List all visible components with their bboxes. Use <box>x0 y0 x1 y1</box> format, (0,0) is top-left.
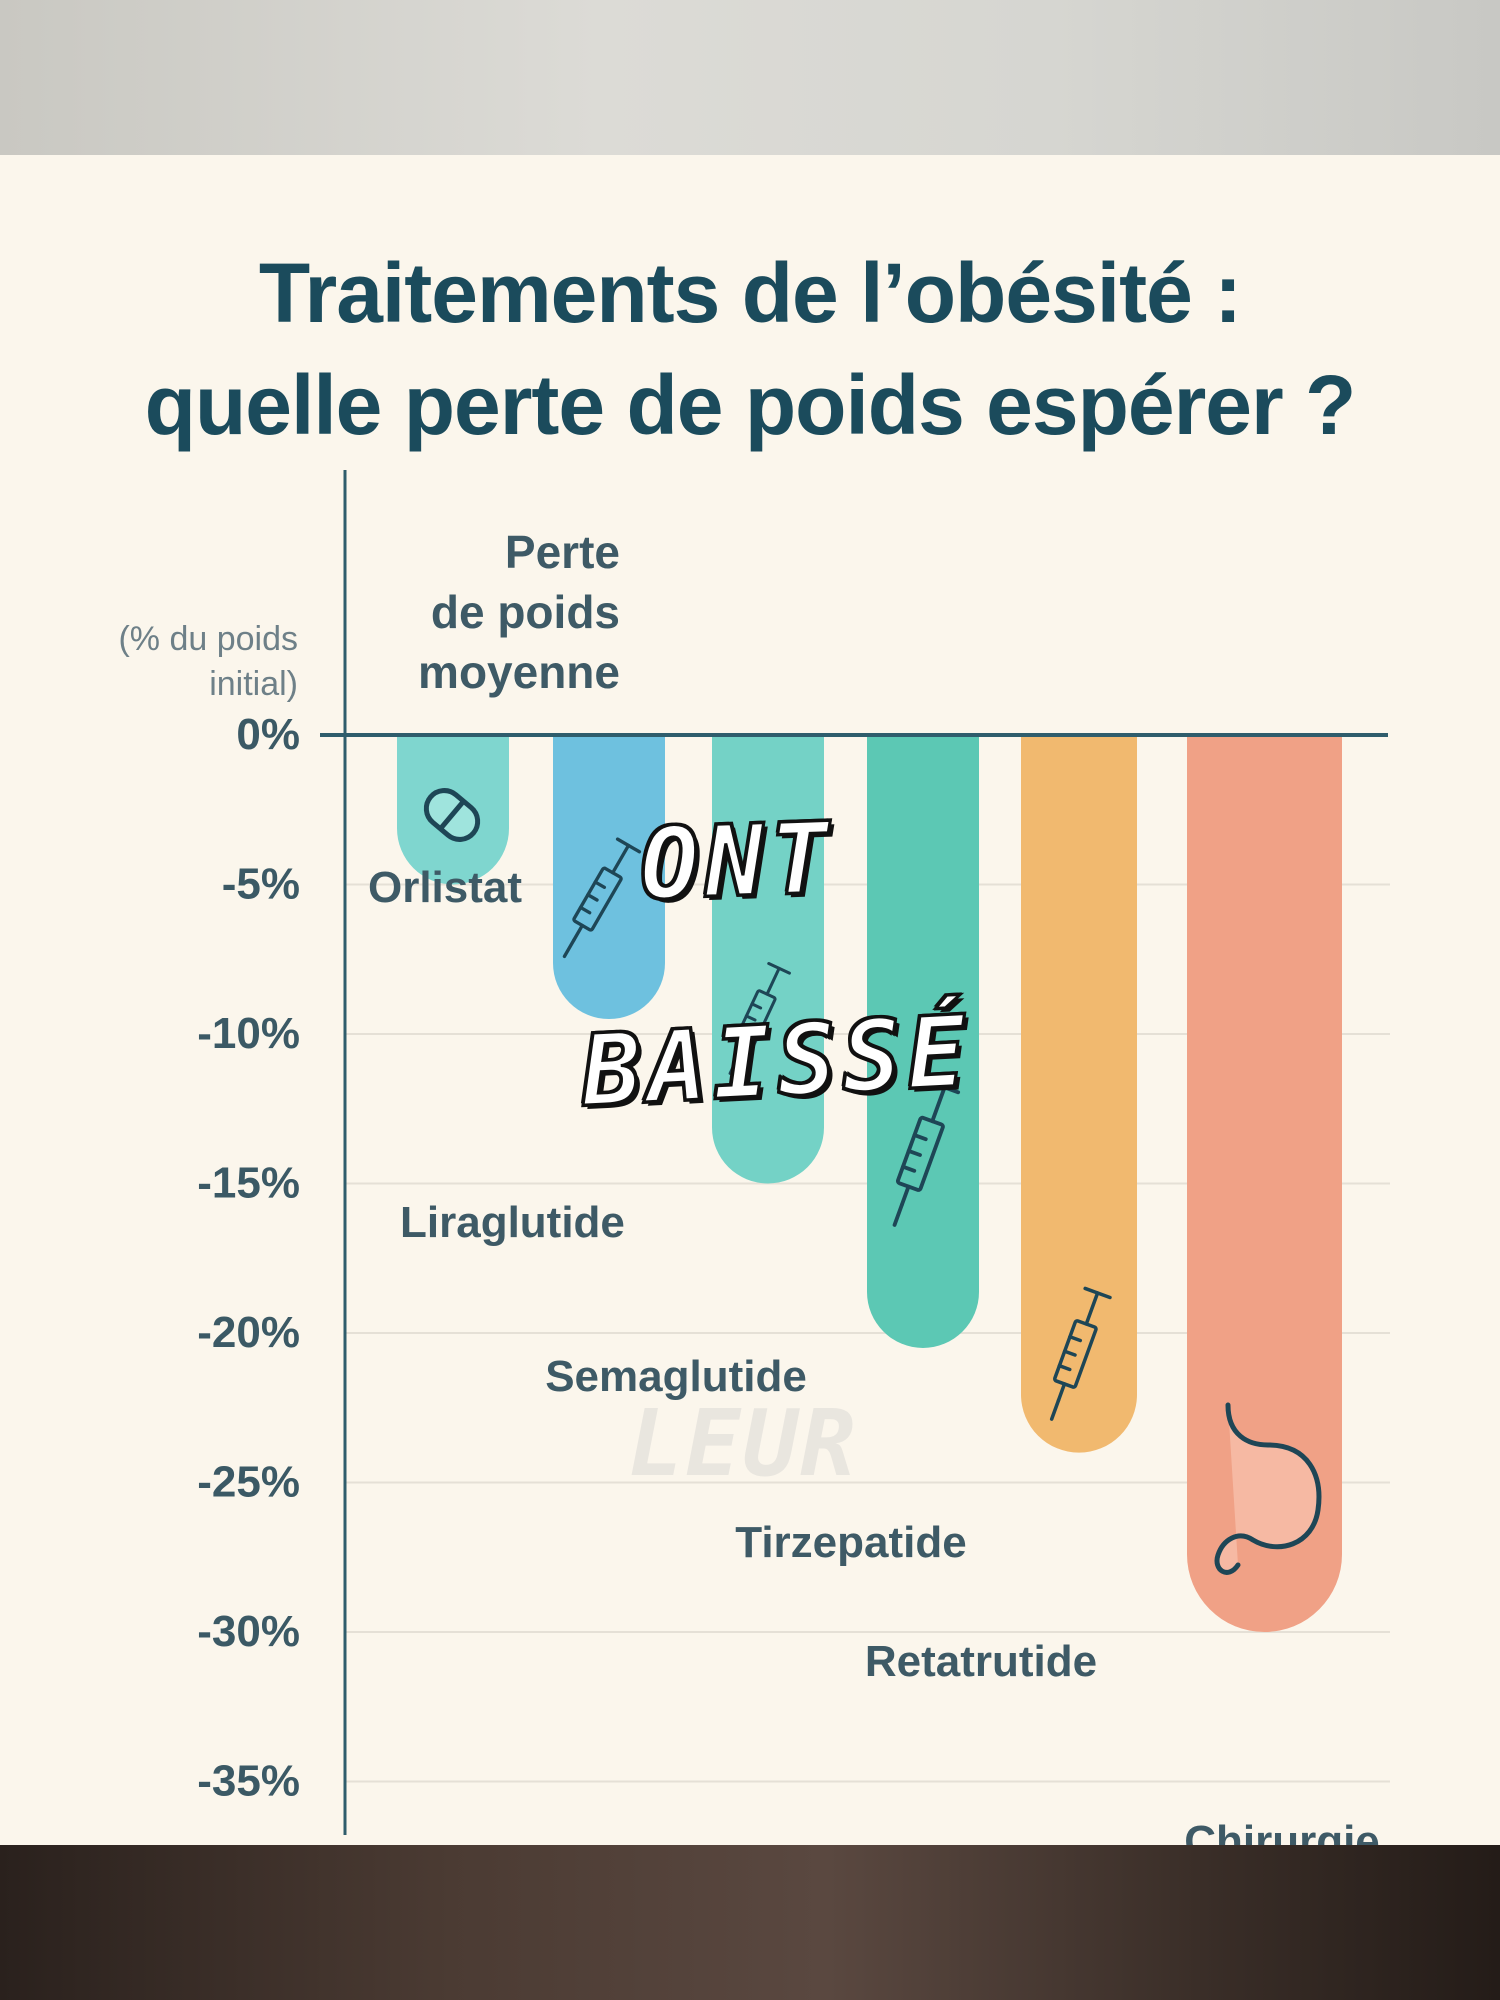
bar-chart: 0% -5% -10% -15% -20% -25% -30% -35% Orlistat Lir… <box>118 470 1390 1845</box>
series-label-line: de poids <box>431 586 620 638</box>
category-label: Liraglutide <box>400 1198 625 1247</box>
y-tick-label: -35% <box>197 1757 300 1806</box>
category-label: Orlistat <box>368 863 522 912</box>
bar <box>1021 735 1137 1453</box>
syringe-icon <box>1049 1286 1112 1421</box>
stomach-icon <box>1214 1402 1322 1575</box>
series-label-line: Perte <box>505 526 620 578</box>
pill-icon <box>423 788 481 842</box>
category-label: Semaglutide <box>545 1352 807 1401</box>
bar <box>867 735 979 1348</box>
y-axis-label-line: initial) <box>209 665 298 703</box>
axes <box>320 470 1388 1835</box>
y-tick-label: -30% <box>197 1607 300 1656</box>
background-top <box>0 0 1500 155</box>
background-bottom <box>0 1845 1500 2000</box>
y-axis-label-line: (% du poids <box>118 620 298 658</box>
y-tick-label: -15% <box>197 1159 300 1208</box>
syringe-icon <box>728 962 791 1075</box>
infographic-card: Traitements de l’obésité : quelle perte … <box>0 155 1500 1845</box>
title-line-1: Traitements de l’obésité : <box>258 246 1242 340</box>
labels: 0% -5% -10% -15% -20% -25% -30% -35% Orlistat Lir… <box>118 526 1380 1845</box>
syringe-icon <box>562 837 642 959</box>
syringe-icon <box>892 1080 961 1227</box>
bar <box>553 735 665 1020</box>
category-label: Chirurgie <box>1184 1817 1380 1845</box>
bar <box>712 735 824 1184</box>
y-tick-label: -20% <box>197 1308 300 1357</box>
y-tick-label: -25% <box>197 1458 300 1507</box>
y-tick-label: -10% <box>197 1009 300 1058</box>
bars <box>397 735 1342 1632</box>
chart-title: Traitements de l’obésité : quelle perte … <box>0 237 1500 461</box>
series-label-line: moyenne <box>418 646 620 698</box>
overlay-caption-word-2: BAISSÉ <box>578 993 976 1130</box>
title-line-2: quelle perte de poids espérer ? <box>144 358 1357 452</box>
bar-icons <box>423 788 1322 1575</box>
overlay-caption-word-3: LEUR <box>628 1390 858 1497</box>
overlay-caption-word-1: ONT <box>637 800 839 924</box>
category-label: Tirzepatide <box>735 1518 966 1567</box>
category-label: Retatrutide <box>865 1637 1097 1686</box>
y-tick-label: -5% <box>222 860 300 909</box>
y-tick-label: 0% <box>236 710 300 759</box>
